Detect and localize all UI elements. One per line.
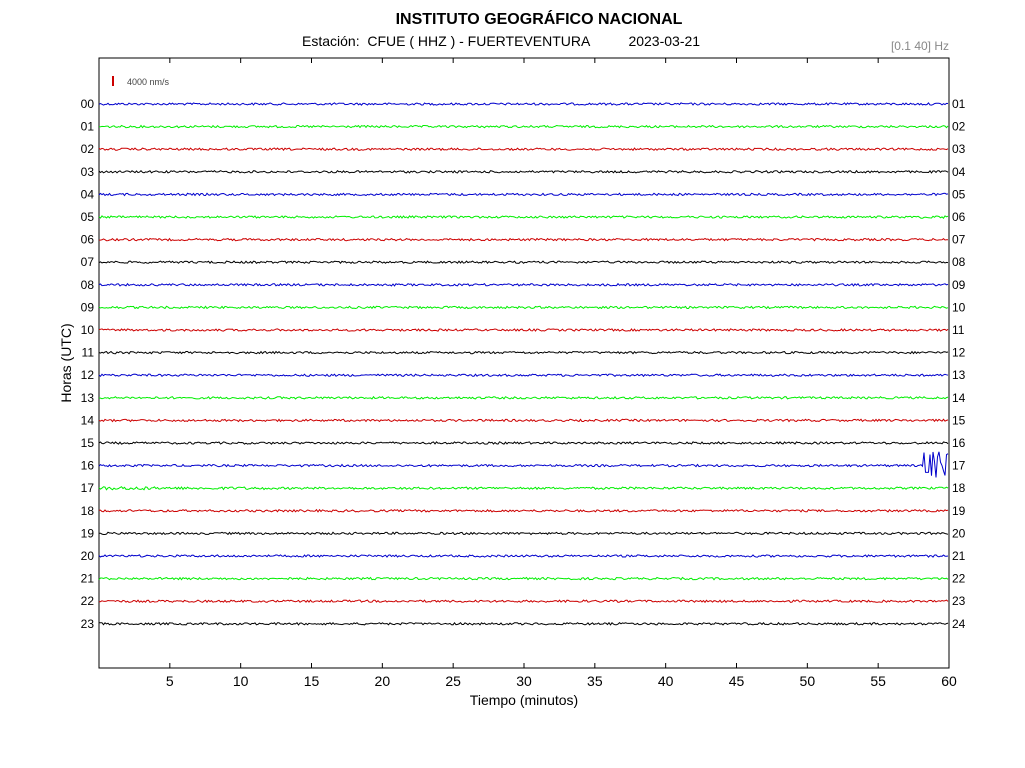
x-tick-label-55: 55 — [870, 673, 886, 689]
trace-23 — [99, 621, 949, 626]
x-tick-label-10: 10 — [233, 673, 249, 689]
y-right-label-21: 21 — [952, 549, 966, 563]
trace-11 — [98, 350, 949, 355]
trace-04 — [98, 192, 949, 197]
trace-15 — [98, 441, 949, 445]
trace-18 — [98, 508, 949, 513]
x-tick-label-30: 30 — [516, 673, 532, 689]
y-right-label-03: 03 — [952, 142, 966, 156]
y-right-label-16: 16 — [952, 436, 966, 450]
y-left-label-02: 02 — [81, 142, 95, 156]
y-left-label-16: 16 — [81, 459, 95, 473]
y-left-label-01: 01 — [81, 120, 95, 134]
y-left-label-11: 11 — [82, 346, 95, 360]
x-tick-label-20: 20 — [375, 673, 391, 689]
y-right-label-15: 15 — [952, 413, 966, 427]
x-ticks: 5 10 15 20 25 30 35 40 45 50 55 60 — [166, 58, 957, 689]
y-right-label-04: 04 — [952, 165, 966, 179]
trace-13 — [98, 395, 949, 400]
y-axis-label: Horas (UTC) — [58, 323, 74, 403]
y-right-label-17: 17 — [952, 459, 966, 473]
y-right-label-13: 13 — [952, 368, 966, 382]
x-axis-label: Tiempo (minutos) — [469, 692, 579, 708]
y-right-label-01: 01 — [952, 97, 966, 111]
y-right-label-02: 02 — [952, 120, 966, 134]
y-right-label-10: 10 — [952, 300, 966, 314]
trace-00 — [98, 102, 949, 106]
y-left-label-08: 08 — [81, 278, 95, 292]
y-left-label-15: 15 — [81, 436, 95, 450]
y-right-labels: 01 02 03 04 05 06 07 08 09 10 11 12 13 14 15 16 17 18 19 20… — [952, 97, 966, 631]
trace-05 — [98, 215, 949, 219]
y-left-label-00: 00 — [81, 97, 95, 111]
x-tick-label-45: 45 — [729, 673, 745, 689]
trace-19 — [98, 531, 949, 536]
y-right-label-05: 05 — [952, 187, 966, 201]
y-left-label-12: 12 — [81, 368, 95, 382]
trace-22 — [98, 599, 949, 604]
y-left-labels: 00 01 02 03 04 05 06 07 08 09 10 11 12 13 14 15 16 17 18 19… — [81, 97, 95, 631]
trace-10 — [98, 328, 949, 332]
y-left-label-22: 22 — [81, 594, 95, 608]
y-right-label-11: 11 — [952, 323, 965, 337]
trace-02 — [98, 147, 949, 152]
y-left-label-20: 20 — [81, 549, 95, 563]
x-tick-label-60: 60 — [941, 673, 957, 689]
y-right-label-07: 07 — [952, 233, 966, 247]
trace-20 — [98, 554, 949, 558]
y-left-label-14: 14 — [81, 413, 95, 427]
y-left-label-21: 21 — [81, 572, 95, 586]
y-right-label-09: 09 — [952, 278, 966, 292]
y-left-label-07: 07 — [81, 255, 95, 269]
y-right-label-12: 12 — [952, 346, 966, 360]
y-left-label-19: 19 — [81, 526, 95, 540]
y-left-label-04: 04 — [81, 187, 95, 201]
chart-title: INSTITUTO GEOGRÁFICO NACIONAL — [395, 11, 683, 28]
y-right-label-18: 18 — [952, 481, 966, 495]
x-tick-label-5: 5 — [166, 673, 174, 689]
trace-14 — [98, 418, 949, 423]
station-subtitle: Estación: CFUE ( HHZ ) - FUERTEVENTURA 2… — [302, 33, 701, 49]
y-left-label-06: 06 — [81, 233, 95, 247]
trace-17 — [98, 486, 949, 491]
y-right-label-24: 24 — [952, 617, 966, 631]
trace-03 — [98, 169, 949, 174]
y-left-label-17: 17 — [81, 481, 95, 495]
y-left-label-18: 18 — [81, 504, 95, 518]
scale-bar: 4000 nm/s — [112, 76, 170, 87]
y-right-label-14: 14 — [952, 391, 966, 405]
y-right-label-06: 06 — [952, 210, 966, 224]
y-right-label-08: 08 — [952, 255, 966, 269]
trace-16 — [98, 451, 949, 478]
trace-09 — [98, 305, 949, 310]
x-tick-label-35: 35 — [587, 673, 603, 689]
y-left-label-03: 03 — [81, 165, 95, 179]
y-right-label-20: 20 — [952, 526, 966, 540]
scale-bar-label: 4000 nm/s — [127, 77, 170, 87]
y-left-label-10: 10 — [81, 323, 95, 337]
trace-06 — [99, 237, 949, 242]
trace-01 — [98, 124, 949, 129]
x-tick-label-25: 25 — [445, 673, 461, 689]
y-left-label-13: 13 — [81, 391, 95, 405]
y-right-label-23: 23 — [952, 594, 966, 608]
y-right-label-22: 22 — [952, 572, 966, 586]
x-tick-label-40: 40 — [658, 673, 674, 689]
trace-07 — [98, 260, 949, 264]
filter-band: [0.1 40] Hz — [890, 39, 949, 53]
trace-08 — [98, 282, 949, 287]
traces-group — [98, 102, 949, 626]
trace-12 — [98, 373, 949, 378]
y-left-label-09: 09 — [81, 300, 95, 314]
y-left-label-05: 05 — [81, 210, 95, 224]
x-tick-label-15: 15 — [304, 673, 320, 689]
x-tick-label-50: 50 — [800, 673, 816, 689]
scale-bar-mark — [112, 76, 114, 86]
trace-21 — [98, 576, 949, 581]
y-right-label-19: 19 — [952, 504, 966, 518]
y-left-label-23: 23 — [81, 617, 95, 631]
